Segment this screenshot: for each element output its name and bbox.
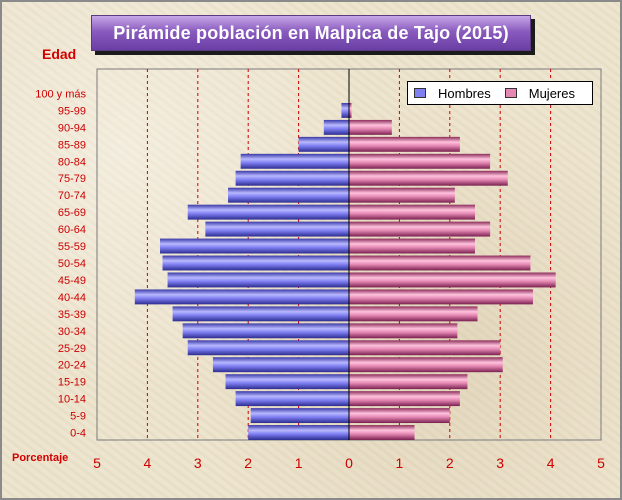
x-tick-label: 3	[194, 455, 202, 471]
bar-mujeres-85-89	[349, 136, 460, 152]
bar-hombres-25-29	[187, 340, 349, 356]
y-tick-label: 0-4	[70, 428, 86, 440]
x-tick-label: 1	[396, 455, 404, 471]
y-tick-label: 65-69	[58, 207, 86, 219]
y-tick-label: 95-99	[58, 105, 86, 117]
chart-title-box: Pirámide población en Malpica de Tajo (2…	[91, 15, 531, 51]
y-axis-title: Edad	[42, 46, 77, 62]
y-tick-label: 90-94	[58, 122, 86, 134]
bar-mujeres-25-29	[349, 340, 501, 356]
bar-mujeres-55-59	[349, 238, 475, 254]
y-tick-label: 15-19	[58, 377, 86, 389]
y-tick-label: 10-14	[58, 394, 86, 406]
y-tick-label: 50-54	[58, 258, 86, 270]
x-tick-label: 2	[244, 455, 252, 471]
y-tick-label: 30-34	[58, 326, 86, 338]
y-tick-label: 25-29	[58, 343, 86, 355]
bar-mujeres-95-99	[349, 102, 352, 118]
y-tick-labels: 0-4 5-9 10-14 15-19 20-24 25-29 30-34 35-39 40-4…	[35, 88, 86, 439]
bar-mujeres-65-69	[349, 204, 475, 220]
x-tick-label: 1	[295, 455, 303, 471]
bar-hombres-15-19	[225, 374, 349, 390]
bar-hombres-85-89	[298, 136, 349, 152]
bar-hombres-0-4	[248, 425, 349, 440]
y-tick-label: 55-59	[58, 241, 86, 253]
bar-hombres-65-69	[187, 204, 349, 220]
legend-swatch-hombres	[414, 88, 426, 98]
bar-hombres-10-14	[235, 391, 349, 407]
bar-mujeres-30-34	[349, 323, 458, 339]
bar-mujeres-20-24	[349, 357, 503, 373]
bar-hombres-45-49	[167, 272, 349, 288]
legend-label-hombres: Hombres	[438, 85, 491, 101]
chart-title: Pirámide población en Malpica de Tajo (2…	[113, 22, 509, 43]
bar-mujeres-10-14	[349, 391, 460, 407]
bar-hombres-75-79	[235, 170, 349, 186]
y-tick-label: 85-89	[58, 139, 86, 151]
bar-mujeres-35-39	[349, 306, 478, 322]
bar-mujeres-75-79	[349, 170, 508, 186]
bar-mujeres-90-94	[349, 119, 392, 135]
bar-hombres-20-24	[212, 357, 349, 373]
bar-hombres-55-59	[160, 238, 349, 254]
x-tick-label: 5	[597, 455, 605, 471]
x-tick-label: 0	[345, 455, 353, 471]
x-tick-label: 3	[496, 455, 504, 471]
y-tick-label: 70-74	[58, 190, 86, 202]
bar-mujeres-80-84	[349, 153, 491, 169]
bar-mujeres-60-64	[349, 221, 491, 237]
bar-hombres-5-9	[250, 408, 349, 424]
y-tick-label: 20-24	[58, 360, 86, 372]
bar-mujeres-50-54	[349, 255, 531, 271]
bar-hombres-95-99	[341, 102, 349, 118]
legend-label-mujeres: Mujeres	[528, 85, 575, 101]
y-tick-label: 80-84	[58, 156, 86, 168]
x-tick-label: 2	[446, 455, 454, 471]
y-tick-label: 40-44	[58, 292, 86, 304]
bar-mujeres-70-74	[349, 187, 455, 203]
y-tick-label: 100 y más	[35, 88, 86, 100]
bar-hombres-60-64	[205, 221, 349, 237]
x-axis-title: Porcentaje	[12, 452, 69, 464]
y-tick-label: 5-9	[70, 411, 86, 423]
y-tick-label: 75-79	[58, 173, 86, 185]
bar-hombres-40-44	[134, 289, 349, 305]
legend-swatch-mujeres	[504, 88, 517, 98]
y-tick-label: 60-64	[58, 224, 86, 236]
x-tick-label: 5	[93, 455, 101, 471]
bar-hombres-35-39	[172, 306, 349, 322]
bar-hombres-30-34	[182, 323, 349, 339]
bars	[134, 102, 556, 440]
bar-hombres-80-84	[240, 153, 349, 169]
x-tick-label: 4	[144, 455, 152, 471]
grid-lines	[146, 69, 552, 440]
legend: Hombres Mujeres	[407, 81, 593, 105]
bar-hombres-50-54	[162, 255, 349, 271]
bar-mujeres-40-44	[349, 289, 533, 305]
bar-hombres-90-94	[323, 119, 349, 135]
y-tick-label: 45-49	[58, 275, 86, 287]
bar-hombres-70-74	[228, 187, 349, 203]
y-tick-label: 35-39	[58, 309, 86, 321]
x-tick-labels: 5 4 3 2 1 0 1 2 3 4 5	[93, 455, 605, 471]
bar-mujeres-45-49	[349, 272, 556, 288]
bar-mujeres-5-9	[349, 408, 450, 424]
bar-mujeres-0-4	[349, 425, 415, 440]
x-tick-label: 4	[547, 455, 555, 471]
bar-mujeres-15-19	[349, 374, 468, 390]
